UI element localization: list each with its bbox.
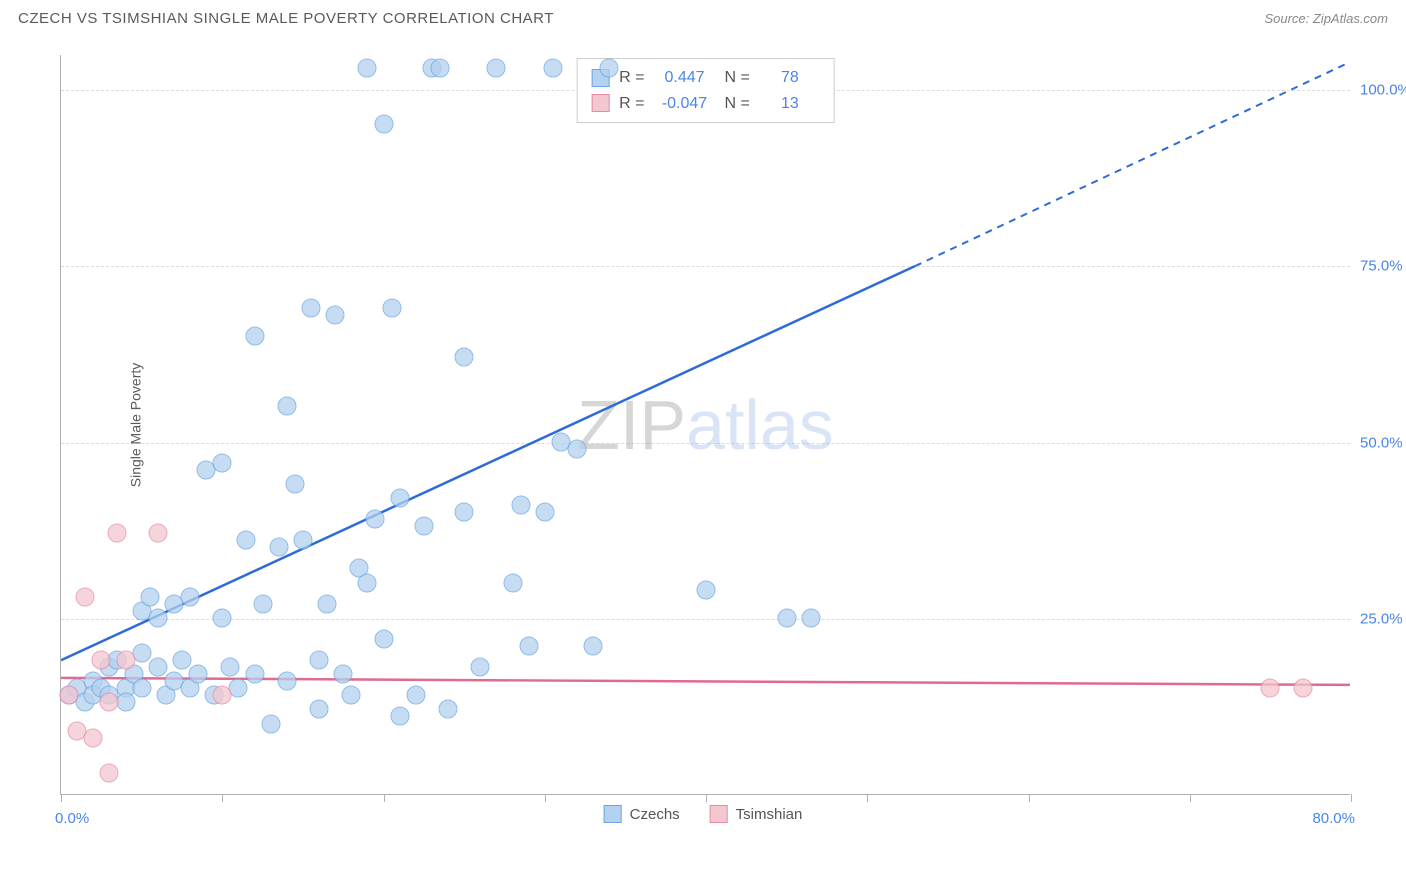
scatter-point: [342, 686, 361, 705]
x-axis-labels: 0.0% 80.0%: [60, 810, 1350, 840]
x-axis-max-label: 80.0%: [1312, 810, 1355, 827]
scatter-point: [1293, 679, 1312, 698]
scatter-point: [455, 348, 474, 367]
scatter-point: [221, 658, 240, 677]
scatter-point: [301, 298, 320, 317]
scatter-point: [543, 59, 562, 78]
x-tick: [545, 794, 546, 802]
scatter-point: [390, 489, 409, 508]
scatter-point: [213, 453, 232, 472]
legend-swatch: [591, 94, 609, 112]
scatter-point: [503, 573, 522, 592]
source-attribution: Source: ZipAtlas.com: [1264, 11, 1388, 26]
x-axis-min-label: 0.0%: [55, 810, 89, 827]
scatter-point: [172, 651, 191, 670]
scatter-point: [535, 503, 554, 522]
chart-title: CZECH VS TSIMSHIAN SINGLE MALE POVERTY C…: [18, 10, 554, 27]
x-tick: [384, 794, 385, 802]
scatter-point: [132, 679, 151, 698]
scatter-point: [430, 59, 449, 78]
chart-plot-area: Single Male Poverty ZIPatlas R = 0.447N …: [60, 55, 1350, 795]
scatter-point: [1261, 679, 1280, 698]
scatter-point: [148, 608, 167, 627]
scatter-point: [697, 580, 716, 599]
y-tick-label: 75.0%: [1360, 258, 1406, 275]
scatter-point: [568, 439, 587, 458]
scatter-point: [326, 305, 345, 324]
scatter-point: [277, 397, 296, 416]
scatter-point: [358, 59, 377, 78]
scatter-point: [382, 298, 401, 317]
scatter-point: [374, 629, 393, 648]
x-tick: [61, 794, 62, 802]
y-tick-label: 50.0%: [1360, 434, 1406, 451]
scatter-point: [318, 594, 337, 613]
scatter-point: [334, 665, 353, 684]
x-tick: [222, 794, 223, 802]
scatter-point: [60, 686, 79, 705]
scatter-point: [487, 59, 506, 78]
scatter-point: [213, 608, 232, 627]
scatter-point: [285, 474, 304, 493]
scatter-point: [414, 517, 433, 536]
scatter-point: [293, 531, 312, 550]
scatter-point: [511, 496, 530, 515]
x-tick: [1190, 794, 1191, 802]
scatter-point: [390, 707, 409, 726]
scatter-point: [181, 587, 200, 606]
watermark-logo: ZIPatlas: [577, 385, 834, 465]
gridline: [61, 443, 1350, 444]
scatter-point: [116, 651, 135, 670]
scatter-point: [261, 714, 280, 733]
scatter-point: [245, 326, 264, 345]
scatter-point: [471, 658, 490, 677]
y-tick-label: 25.0%: [1360, 610, 1406, 627]
scatter-point: [108, 524, 127, 543]
scatter-point: [455, 503, 474, 522]
x-tick: [867, 794, 868, 802]
gridline: [61, 619, 1350, 620]
scatter-point: [148, 524, 167, 543]
scatter-point: [600, 59, 619, 78]
legend-stats-row: R = 0.447N = 78: [591, 65, 820, 91]
x-tick: [1029, 794, 1030, 802]
scatter-point: [253, 594, 272, 613]
legend-stats-row: R = -0.047N = 13: [591, 91, 820, 117]
y-tick-label: 100.0%: [1360, 82, 1406, 99]
scatter-point: [100, 763, 119, 782]
scatter-point: [439, 700, 458, 719]
scatter-point: [358, 573, 377, 592]
scatter-point: [801, 608, 820, 627]
scatter-point: [269, 538, 288, 557]
scatter-point: [366, 510, 385, 529]
scatter-point: [213, 686, 232, 705]
x-tick: [1351, 794, 1352, 802]
scatter-point: [374, 115, 393, 134]
scatter-point: [584, 637, 603, 656]
scatter-point: [84, 728, 103, 747]
scatter-point: [245, 665, 264, 684]
scatter-point: [310, 651, 329, 670]
scatter-point: [277, 672, 296, 691]
scatter-point: [519, 637, 538, 656]
scatter-point: [148, 658, 167, 677]
y-axis-label: Single Male Poverty: [127, 362, 143, 487]
scatter-point: [406, 686, 425, 705]
scatter-point: [310, 700, 329, 719]
scatter-point: [76, 587, 95, 606]
x-tick: [706, 794, 707, 802]
scatter-point: [140, 587, 159, 606]
scatter-point: [92, 651, 111, 670]
scatter-point: [237, 531, 256, 550]
scatter-point: [777, 608, 796, 627]
scatter-point: [100, 693, 119, 712]
scatter-point: [189, 665, 208, 684]
gridline: [61, 266, 1350, 267]
